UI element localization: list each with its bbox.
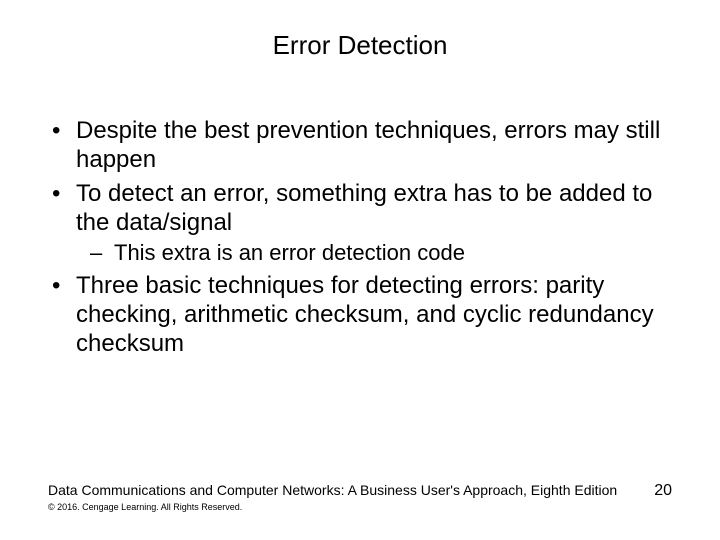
sub-bullet-list: This extra is an error detection code — [76, 239, 672, 267]
slide: Error Detection Despite the best prevent… — [0, 0, 720, 540]
sub-bullet-text: This extra is an error detection code — [114, 240, 465, 265]
footer-row: Data Communications and Computer Network… — [48, 482, 672, 500]
footer-source: Data Communications and Computer Network… — [48, 482, 617, 498]
bullet-item: Three basic techniques for detecting err… — [48, 271, 672, 359]
bullet-list: Despite the best prevention techniques, … — [48, 116, 672, 358]
bullet-text: Three basic techniques for detecting err… — [76, 272, 654, 358]
sub-bullet-item: This extra is an error detection code — [84, 239, 672, 267]
bullet-text: Despite the best prevention techniques, … — [76, 117, 660, 173]
footer: Data Communications and Computer Network… — [48, 482, 672, 512]
bullet-text: To detect an error, something extra has … — [76, 180, 652, 236]
content-area: Despite the best prevention techniques, … — [48, 116, 672, 362]
bullet-item: To detect an error, something extra has … — [48, 179, 672, 267]
page-number: 20 — [654, 482, 672, 500]
slide-title: Error Detection — [0, 30, 720, 61]
footer-copyright: © 2016. Cengage Learning. All Rights Res… — [48, 502, 672, 512]
bullet-item: Despite the best prevention techniques, … — [48, 116, 672, 175]
